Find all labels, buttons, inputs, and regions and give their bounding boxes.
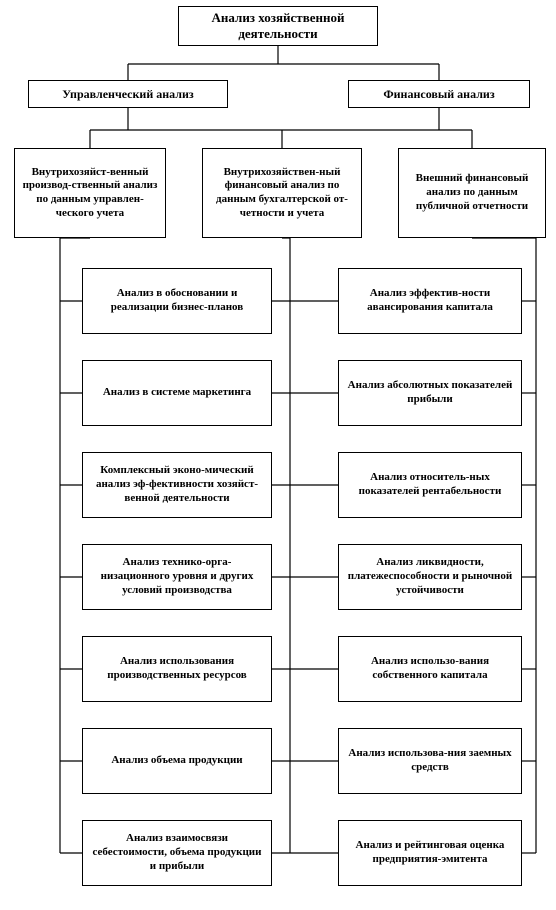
right-leaf-2: Анализ относитель-ных показателей рентаб… <box>338 452 522 518</box>
subbranch-sb2: Внутрихозяйствен-ный финансовый анализ п… <box>202 148 362 238</box>
left-leaf-3-label: Анализ технико-орга-низационного уровня … <box>89 556 265 597</box>
left-leaf-1: Анализ в системе маркетинга <box>82 360 272 426</box>
left-leaf-3: Анализ технико-орга-низационного уровня … <box>82 544 272 610</box>
left-leaf-1-label: Анализ в системе маркетинга <box>89 386 265 400</box>
left-leaf-0: Анализ в обосновании и реализации бизнес… <box>82 268 272 334</box>
right-leaf-6-label: Анализ и рейтинговая оценка предприятия-… <box>345 839 515 867</box>
left-leaf-4: Анализ использования производственных ре… <box>82 636 272 702</box>
right-leaf-0: Анализ эффектив-ности авансирования капи… <box>338 268 522 334</box>
right-leaf-4-label: Анализ использо-вания собственного капит… <box>345 655 515 683</box>
left-leaf-6-label: Анализ взаимосвязи себестоимости, объема… <box>89 832 265 873</box>
right-leaf-1: Анализ абсолютных показателей прибыли <box>338 360 522 426</box>
right-leaf-4: Анализ использо-вания собственного капит… <box>338 636 522 702</box>
branch-mgmt-label: Управленческий анализ <box>35 87 221 102</box>
branch-mgmt: Управленческий анализ <box>28 80 228 108</box>
branch-fin: Финансовый анализ <box>348 80 530 108</box>
right-leaf-5: Анализ использова-ния заемных средств <box>338 728 522 794</box>
root-node-label: Анализ хозяйственной деятельности <box>185 10 371 43</box>
left-leaf-2-label: Комплексный эконо-мический анализ эф-фек… <box>89 464 265 505</box>
right-leaf-1-label: Анализ абсолютных показателей прибыли <box>345 379 515 407</box>
left-leaf-5: Анализ объема продукции <box>82 728 272 794</box>
right-leaf-3-label: Анализ ликвидности, платежеспособности и… <box>345 556 515 597</box>
right-leaf-2-label: Анализ относитель-ных показателей рентаб… <box>345 471 515 499</box>
left-leaf-0-label: Анализ в обосновании и реализации бизнес… <box>89 287 265 315</box>
subbranch-sb3-label: Внешний финансовый анализ по данным публ… <box>405 172 539 213</box>
right-leaf-5-label: Анализ использова-ния заемных средств <box>345 747 515 775</box>
left-leaf-6: Анализ взаимосвязи себестоимости, объема… <box>82 820 272 886</box>
diagram-canvas: Анализ хозяйственной деятельности Управле… <box>0 0 556 910</box>
branch-fin-label: Финансовый анализ <box>355 87 523 102</box>
root-node: Анализ хозяйственной деятельности <box>178 6 378 46</box>
left-leaf-4-label: Анализ использования производственных ре… <box>89 655 265 683</box>
subbranch-sb3: Внешний финансовый анализ по данным публ… <box>398 148 546 238</box>
right-leaf-0-label: Анализ эффектив-ности авансирования капи… <box>345 287 515 315</box>
subbranch-sb2-label: Внутрихозяйствен-ный финансовый анализ п… <box>209 166 355 221</box>
left-leaf-2: Комплексный эконо-мический анализ эф-фек… <box>82 452 272 518</box>
right-leaf-6: Анализ и рейтинговая оценка предприятия-… <box>338 820 522 886</box>
subbranch-sb1-label: Внутрихозяйст-венный производ-ственный а… <box>21 166 159 221</box>
subbranch-sb1: Внутрихозяйст-венный производ-ственный а… <box>14 148 166 238</box>
right-leaf-3: Анализ ликвидности, платежеспособности и… <box>338 544 522 610</box>
left-leaf-5-label: Анализ объема продукции <box>89 754 265 768</box>
